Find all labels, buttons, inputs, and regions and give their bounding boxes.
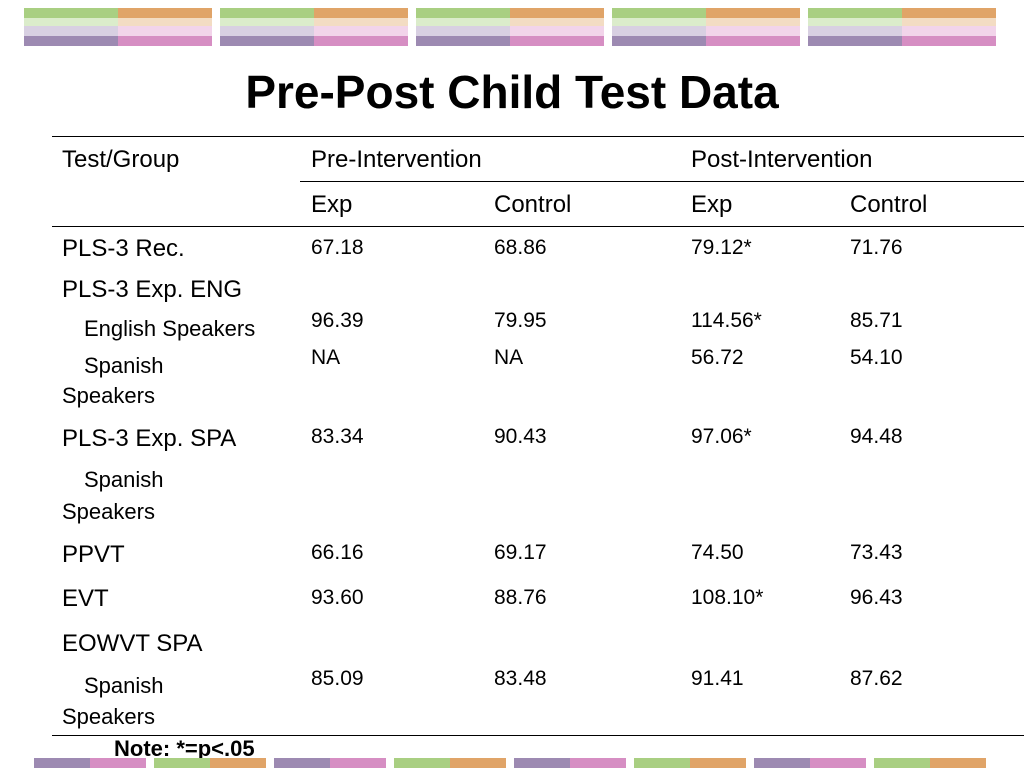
header-pre-intervention: Pre-Intervention (311, 146, 482, 173)
header-bottom-rule (52, 226, 1024, 227)
row-sublabel: Spanish (84, 673, 164, 698)
row-sublabel: English Speakers (84, 316, 256, 341)
cell-pre-exp: 93.60 (311, 586, 364, 609)
cell-post-exp: 108.10* (691, 586, 764, 609)
bottom-decorative-banner (0, 758, 1024, 768)
row-label: PLS-3 Rec. (62, 235, 185, 262)
cell-post-exp: 91.41 (691, 667, 744, 690)
row-label: PLS-3 Exp. SPA (62, 425, 237, 452)
row-sublabel-wrap: Speakers (62, 383, 155, 408)
cell-post-control: 85.71 (850, 309, 903, 332)
table-bottom-rule (52, 735, 1024, 736)
cell-pre-control: NA (494, 346, 524, 369)
banner-tile (220, 8, 408, 46)
row-sublabel-wrap: Speakers (62, 704, 155, 729)
table-top-rule (52, 136, 1024, 137)
header-post-intervention: Post-Intervention (691, 146, 873, 173)
row-label: PPVT (62, 541, 125, 568)
row-sublabel-wrap: Speakers (62, 499, 155, 524)
cell-pre-control: 88.76 (494, 586, 547, 609)
header-test-group: Test/Group (62, 146, 180, 173)
top-decorative-banner (24, 8, 1000, 46)
row-label: EVT (62, 585, 109, 612)
header-post-exp: Exp (691, 191, 733, 218)
cell-post-control: 73.43 (850, 541, 903, 564)
cell-post-exp: 74.50 (691, 541, 744, 564)
cell-pre-exp: 83.34 (311, 425, 364, 448)
cell-post-control: 71.76 (850, 236, 903, 259)
banner-tile (416, 8, 604, 46)
banner-tile (808, 8, 996, 46)
cell-pre-exp: 67.18 (311, 236, 364, 259)
cell-pre-control: 68.86 (494, 236, 547, 259)
cell-post-control: 87.62 (850, 667, 903, 690)
slide-title: Pre-Post Child Test Data (245, 66, 779, 118)
cell-pre-exp: 85.09 (311, 667, 364, 690)
row-label: EOWVT SPA (62, 630, 203, 657)
row-sublabel: Spanish (84, 467, 164, 492)
cell-pre-exp: NA (311, 346, 341, 369)
cell-post-control: 96.43 (850, 586, 903, 609)
cell-post-control: 94.48 (850, 425, 903, 448)
significance-note: Note: *=p<.05 (114, 736, 255, 761)
header-pre-control: Control (494, 191, 572, 218)
row-sublabel: Spanish (84, 353, 164, 378)
row-label: PLS-3 Exp. ENG (62, 276, 243, 303)
cell-pre-control: 90.43 (494, 425, 547, 448)
cell-pre-control: 79.95 (494, 309, 547, 332)
cell-post-exp: 79.12* (691, 236, 752, 259)
cell-post-control: 54.10 (850, 346, 903, 369)
banner-tile (24, 8, 212, 46)
cell-post-exp: 97.06* (691, 425, 752, 448)
cell-pre-exp: 96.39 (311, 309, 364, 332)
cell-post-exp: 114.56* (691, 309, 762, 332)
header-sub-rule (300, 181, 1024, 182)
cell-pre-control: 83.48 (494, 667, 547, 690)
cell-pre-control: 69.17 (494, 541, 547, 564)
header-pre-exp: Exp (311, 191, 353, 218)
cell-pre-exp: 66.16 (311, 541, 364, 564)
banner-tile (612, 8, 800, 46)
cell-post-exp: 56.72 (691, 346, 744, 369)
header-post-control: Control (850, 191, 928, 218)
